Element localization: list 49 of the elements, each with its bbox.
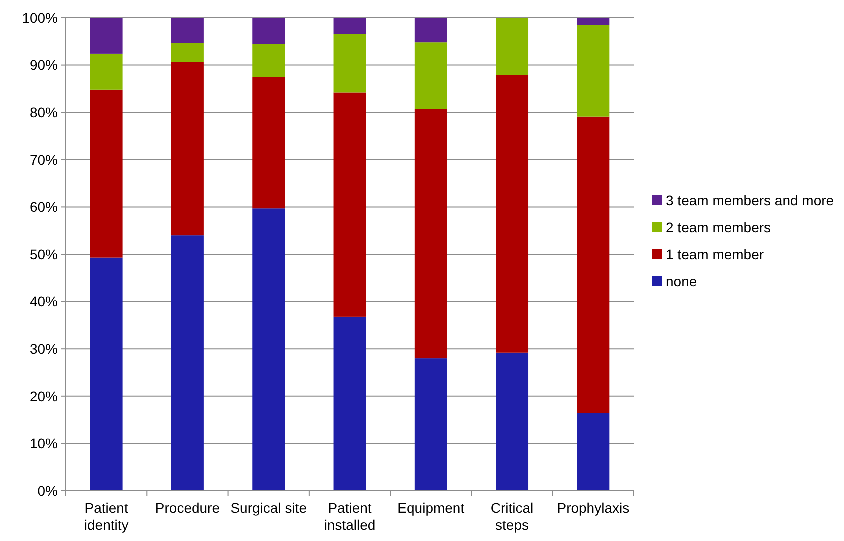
x-tick-label: Patient installed (324, 500, 376, 533)
bar (414, 109, 448, 359)
x-tick-label: Procedure (155, 500, 220, 516)
bar (577, 116, 610, 414)
y-tick-label: 50% (30, 246, 58, 262)
bar (496, 75, 529, 353)
bar (414, 18, 448, 43)
y-tick-label: 100% (22, 10, 58, 26)
y-tick-label: 90% (30, 57, 58, 74)
y-tick-label: 70% (30, 152, 58, 168)
bar (90, 54, 123, 90)
y-tick-label: 10% (30, 436, 58, 452)
x-tick-label: Patient identity (84, 500, 129, 533)
x-tick-label: Critical steps (490, 500, 534, 533)
y-tick-label: 60% (30, 199, 58, 216)
y-tick-label: 20% (30, 388, 58, 404)
bar (171, 18, 204, 44)
bar (334, 92, 366, 317)
bar (577, 413, 610, 491)
y-tick-label: 0% (38, 482, 58, 499)
bar (90, 258, 123, 491)
bar (414, 42, 448, 110)
bar (334, 18, 366, 34)
bar (252, 18, 286, 44)
bar (171, 236, 204, 491)
bar (252, 208, 286, 491)
bar (496, 352, 529, 491)
bar (171, 62, 204, 236)
bar (90, 90, 123, 258)
bar (496, 18, 529, 76)
legend-label: 2 team members (666, 219, 772, 236)
bar (252, 77, 286, 209)
y-tick-label: 30% (30, 341, 58, 357)
bar (90, 18, 123, 54)
bar (334, 316, 366, 491)
x-tick-label: Equipment (398, 500, 465, 516)
legend-label: 3 team members and more (666, 192, 834, 208)
bar (252, 44, 286, 78)
legend-label: 1 team member (666, 246, 764, 262)
bar (414, 358, 448, 491)
y-tick-label: 40% (30, 294, 58, 310)
legend-label: none (666, 273, 698, 290)
bar (334, 34, 366, 93)
bar (577, 18, 610, 26)
bar (577, 25, 610, 117)
x-tick-label: Surgical site (230, 500, 308, 516)
x-tick-label: Prophylaxis (557, 500, 630, 516)
y-tick-label: 80% (30, 104, 58, 120)
bar (171, 43, 204, 62)
